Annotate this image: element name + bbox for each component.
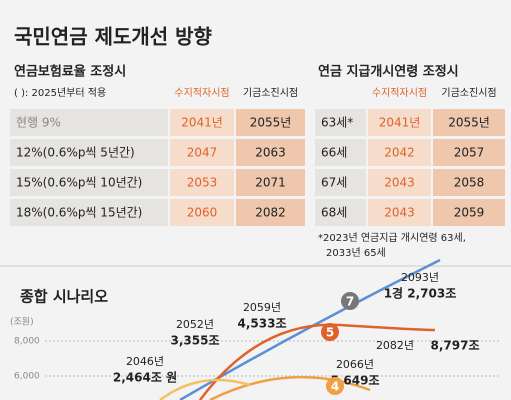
curve <box>159 378 251 400</box>
y-tick: 6,000 <box>14 372 40 382</box>
column-header: 기금소진시점 <box>243 87 298 99</box>
year: 2082년 <box>376 339 414 352</box>
unit: (조원) <box>10 317 34 328</box>
footnote: 2033년 65세 <box>326 247 386 259</box>
cell: 2063 <box>255 146 286 160</box>
cell: 68세 <box>321 206 347 220</box>
column-header: 수지적자시점 <box>174 87 229 99</box>
cell-bg <box>10 139 168 166</box>
amount: 1경 2,703조 <box>384 287 457 301</box>
amount: 8,797조 <box>431 339 480 353</box>
cell-bg <box>368 199 431 226</box>
marker <box>326 377 344 395</box>
cell-bg <box>170 199 234 226</box>
amount: 2,464조 원 <box>113 371 177 385</box>
cell: 2055년 <box>250 116 292 130</box>
y-tick: 8,000 <box>14 337 40 347</box>
marker <box>341 292 359 310</box>
cell: 2047 <box>187 146 218 160</box>
marker-label: 5 <box>326 326 334 340</box>
cell-bg <box>236 199 305 226</box>
left-title: 연금보험료율 조정시 <box>14 64 126 80</box>
cell-bg <box>315 199 366 226</box>
annotations: 2093년 1경 2,703조 7 2059년 4,533조 2052년 3,355조 5 20… <box>113 271 480 395</box>
cell: 63세* <box>321 116 353 130</box>
cell-bg <box>368 169 431 196</box>
cell-bg <box>170 109 234 136</box>
cell-bg <box>433 109 505 136</box>
year: 2059년 <box>243 301 281 314</box>
cell-bg <box>433 199 505 226</box>
cell-bg <box>433 139 505 166</box>
cell: 2055년 <box>448 116 490 130</box>
cell: 12%(0.6%p씩 5년간) <box>16 146 135 160</box>
year: 2066년 <box>336 358 374 371</box>
scenario-title: 종합 시나리오 <box>20 288 108 306</box>
cell: 2041년 <box>379 116 421 130</box>
amount: 3,355조 <box>171 334 220 348</box>
cell: 2060 <box>187 206 218 220</box>
cell: 2057 <box>454 146 485 160</box>
cell: 2043 <box>384 206 415 220</box>
left-note: ( ): 2025년부터 적용 <box>14 87 106 99</box>
cell-bg <box>170 139 234 166</box>
marker-label: 4 <box>331 380 339 394</box>
curve-4 <box>209 375 371 400</box>
cell-bg <box>236 139 305 166</box>
cell-bg <box>315 109 366 136</box>
footnote: *2023년 연금지급 개시연령 63세, <box>318 232 466 244</box>
cell: 2082 <box>255 206 286 220</box>
cell-bg <box>236 109 305 136</box>
column-header: 기금소진시점 <box>441 87 496 99</box>
cell: 2042 <box>384 146 415 160</box>
amount: 4,533조 <box>238 317 287 331</box>
cell: 67세 <box>321 176 347 190</box>
cell-bg <box>368 139 431 166</box>
cell: 2059 <box>454 206 485 220</box>
marker <box>321 323 339 341</box>
column-header: 수지적자시점 <box>372 87 427 99</box>
year: 2052년 <box>176 318 214 331</box>
cell-bg <box>315 139 366 166</box>
cell-bg <box>10 199 168 226</box>
cell: 2071 <box>255 176 286 190</box>
cell: 66세 <box>321 146 347 160</box>
right-title: 연금 지급개시연령 조정시 <box>318 64 459 80</box>
cell-bg <box>433 169 505 196</box>
cell: 2043 <box>384 176 415 190</box>
curve-7 <box>179 258 441 400</box>
marker-label: 7 <box>346 295 354 309</box>
cell-bg <box>236 169 305 196</box>
cell: 2041년 <box>181 116 223 130</box>
cell: 현행 9% <box>16 115 61 130</box>
cell: 18%(0.6%p씩 15년간) <box>16 206 142 220</box>
cell: 2053 <box>187 176 218 190</box>
year: 2046년 <box>126 355 164 368</box>
cell-bg <box>10 169 168 196</box>
year: 2093년 <box>401 271 439 284</box>
cell: 15%(0.6%p씩 10년간) <box>16 176 142 190</box>
cell-bg <box>315 169 366 196</box>
cell: 2058 <box>454 176 485 190</box>
cell-bg <box>10 109 168 136</box>
cell-bg <box>170 169 234 196</box>
cell-bg <box>368 109 431 136</box>
title: 국민연금 제도개선 방향 <box>14 25 213 49</box>
